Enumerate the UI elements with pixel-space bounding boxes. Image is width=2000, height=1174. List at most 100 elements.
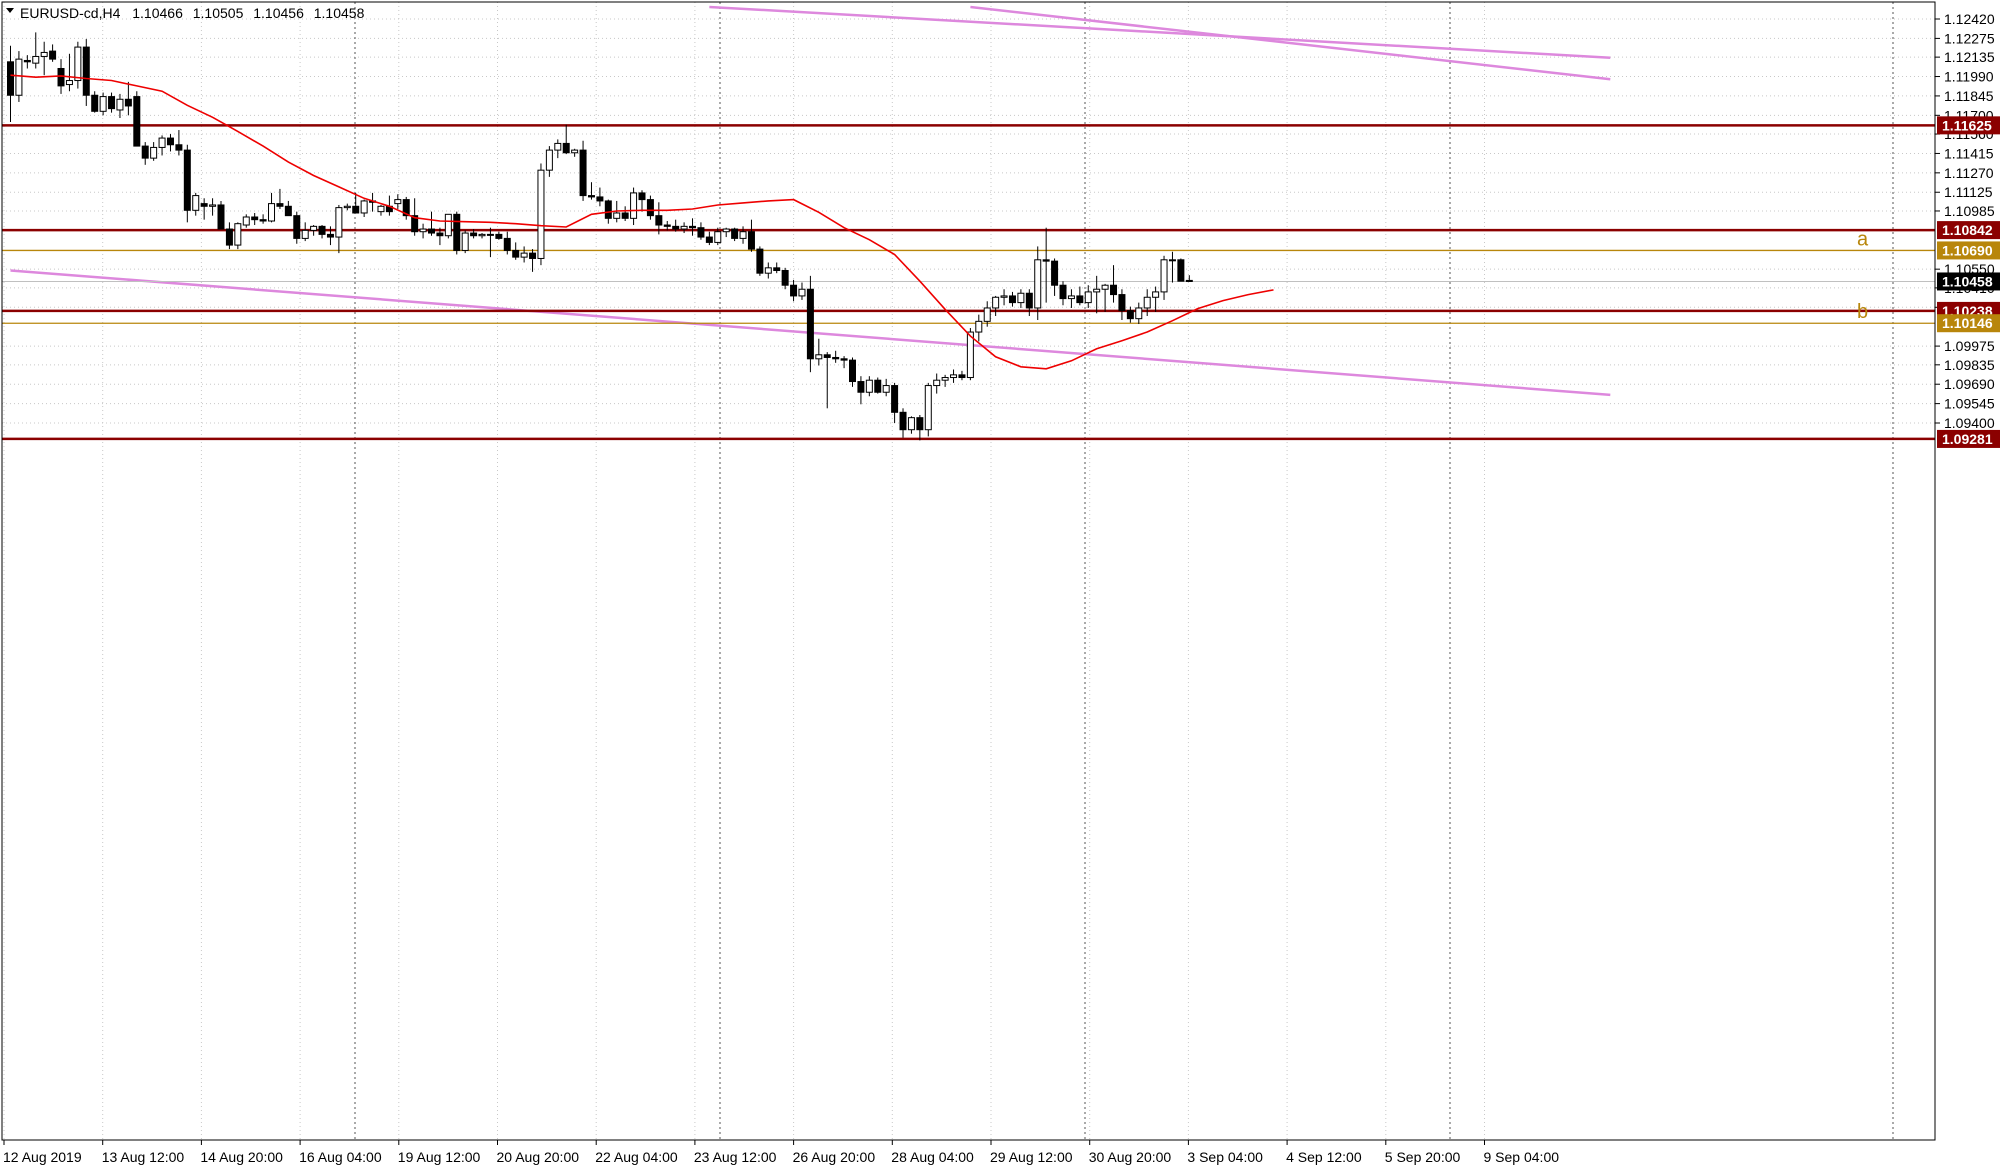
bearish-candle: [318, 225, 326, 239]
candle-body: [571, 149, 579, 154]
candle-body: [183, 149, 191, 211]
bullish-candle: [1143, 289, 1151, 316]
plot-border: [1, 1, 1936, 1141]
candle-body: [343, 205, 351, 209]
bullish-candle: [630, 187, 638, 226]
bearish-candle: [781, 267, 789, 290]
candle-body: [1017, 292, 1025, 304]
candle-body: [251, 216, 259, 221]
bullish-candle: [554, 139, 562, 159]
candle-body: [402, 199, 410, 217]
header-close: 1.10458: [314, 5, 365, 21]
bearish-candle: [251, 212, 259, 226]
candle-body: [731, 228, 739, 239]
header-dropdown-icon[interactable]: [6, 8, 14, 13]
bearish-candle: [823, 352, 831, 409]
chart-frame: [1, 1, 1936, 1141]
header-symbol: EURUSD-cd,H4: [20, 5, 121, 21]
candle-body: [1135, 307, 1143, 320]
candle-body: [436, 232, 444, 237]
candle-body: [638, 192, 646, 201]
candle-body: [293, 215, 301, 239]
candle-body: [1143, 296, 1151, 309]
candle-body: [124, 98, 132, 107]
bearish-candle: [1126, 306, 1134, 323]
candle-body: [705, 236, 713, 243]
candle-body: [1118, 294, 1126, 312]
bearish-candle: [646, 195, 654, 220]
price-level-tag: [1937, 314, 2000, 333]
candle-body: [150, 146, 158, 159]
bearish-candle: [689, 218, 697, 236]
bearish-candle: [655, 202, 663, 235]
price-axis[interactable]: 1.124201.122751.121351.119901.118451.117…: [1935, 11, 2000, 448]
bullish-candle: [419, 223, 427, 239]
candle-body: [512, 249, 520, 258]
time-tick-label: 16 Aug 04:00: [299, 1149, 382, 1165]
price-tick-label: 1.10985: [1944, 203, 1995, 219]
bullish-candle: [268, 192, 276, 223]
trend-line[interactable]: [970, 5, 1611, 81]
bearish-candle: [23, 55, 31, 69]
bearish-candle: [672, 219, 680, 232]
bearish-candle: [133, 91, 141, 147]
candle-body: [604, 200, 612, 219]
bearish-candle: [402, 196, 410, 220]
candle-body: [352, 205, 360, 214]
candle-body: [444, 213, 452, 237]
candle-body: [478, 233, 486, 237]
candle-body: [554, 142, 562, 151]
candle-body: [276, 203, 284, 207]
bullish-candle: [158, 135, 166, 156]
bearish-candle: [562, 124, 570, 155]
candle-body: [495, 233, 503, 239]
trend-line[interactable]: [709, 5, 1611, 60]
candle-body: [663, 224, 671, 227]
candle-body: [1185, 279, 1193, 282]
candle-body: [1034, 259, 1042, 309]
bullish-candle: [192, 192, 200, 216]
candle-body: [621, 212, 629, 219]
bullish-candle: [377, 204, 385, 216]
time-tick-label: 13 Aug 12:00: [102, 1149, 185, 1165]
bullish-candle: [1084, 285, 1092, 308]
candle-body: [764, 267, 772, 274]
horizontal-levels[interactable]: ab: [2, 124, 1935, 441]
price-tick-label: 1.09400: [1944, 415, 1995, 431]
bullish-candle: [1168, 251, 1176, 283]
time-tick-label: 20 Aug 20:00: [497, 1149, 580, 1165]
candle-body: [933, 379, 941, 387]
time-tick-label: 30 Aug 20:00: [1089, 1149, 1172, 1165]
level-note-label: a: [1857, 228, 1869, 250]
time-tick-label: 26 Aug 20:00: [793, 1149, 876, 1165]
bearish-candle: [276, 188, 284, 209]
time-axis[interactable]: 12 Aug 2019 13 Aug 12:00 14 Aug 20:00 16 Au…: [3, 1140, 1559, 1165]
bullish-candle: [941, 374, 949, 387]
candle-body: [32, 55, 40, 64]
bearish-candle: [638, 190, 646, 212]
candle-body: [192, 195, 200, 211]
candle-body: [470, 232, 478, 237]
bullish-candle: [975, 314, 983, 342]
candle-body: [537, 169, 545, 259]
bearish-candle: [874, 377, 882, 394]
candle-body: [394, 199, 402, 205]
bearish-candle: [899, 408, 907, 438]
candle-body: [1152, 291, 1160, 298]
bullish-candle: [343, 203, 351, 211]
candle-body: [284, 205, 292, 217]
bearish-candle: [857, 376, 865, 405]
bullish-candle: [116, 93, 124, 118]
candle-body: [1076, 295, 1084, 304]
candle-body: [225, 228, 233, 246]
bearish-candle: [91, 91, 99, 113]
bearish-candle: [731, 227, 739, 242]
bearish-candle: [503, 231, 511, 255]
bullish-candle: [739, 226, 747, 244]
bearish-candle: [790, 279, 798, 302]
candle-body: [503, 237, 511, 251]
price-level-tag: [1937, 221, 2000, 240]
bearish-candle: [225, 222, 233, 250]
bearish-candle: [7, 45, 14, 123]
